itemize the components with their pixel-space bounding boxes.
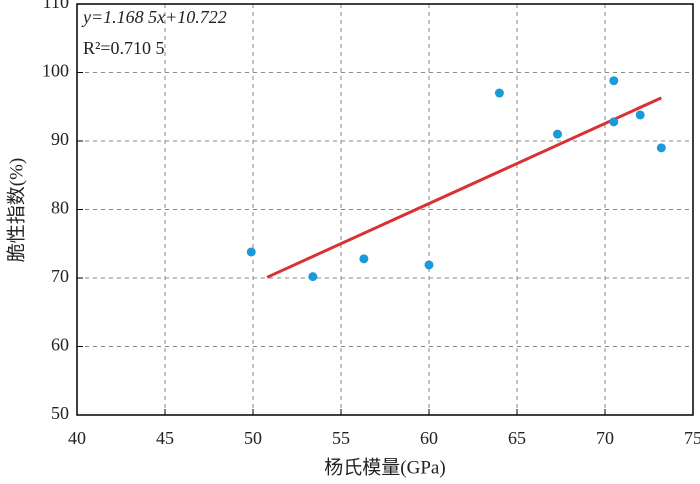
y-tick-label: 80 (51, 198, 69, 218)
y-tick-label: 110 (43, 0, 69, 12)
data-point (656, 143, 666, 153)
y-axis-label: 脆性指数(%) (5, 158, 27, 262)
y-tick-label: 60 (51, 335, 69, 355)
annotation: y=1.168 5x+10.722 (81, 7, 227, 27)
x-tick-label: 70 (596, 428, 614, 448)
y-tick-label: 50 (51, 403, 69, 423)
data-point (494, 88, 504, 98)
x-tick-label: 60 (420, 428, 438, 448)
y-tick-label: 90 (51, 129, 69, 149)
y-tick-label: 100 (42, 61, 69, 81)
data-point (424, 260, 434, 270)
fit-line (266, 96, 662, 279)
x-tick-label: 75 (684, 428, 700, 448)
x-tick-label: 45 (156, 428, 174, 448)
y-tick-label: 70 (51, 266, 69, 286)
data-point (308, 272, 318, 282)
x-tick-label: 50 (244, 428, 262, 448)
data-point (359, 254, 369, 264)
data-point (552, 129, 562, 139)
data-point (246, 247, 256, 257)
data-point (609, 76, 619, 86)
data-point (635, 110, 645, 120)
x-tick-label: 40 (68, 428, 86, 448)
annotation: R²=0.710 5 (83, 38, 165, 58)
x-tick-label: 55 (332, 428, 350, 448)
x-tick-label: 65 (508, 428, 526, 448)
x-axis-label: 杨氏模量(GPa) (324, 456, 445, 478)
data-point (609, 117, 619, 127)
plot-frame (76, 3, 694, 416)
